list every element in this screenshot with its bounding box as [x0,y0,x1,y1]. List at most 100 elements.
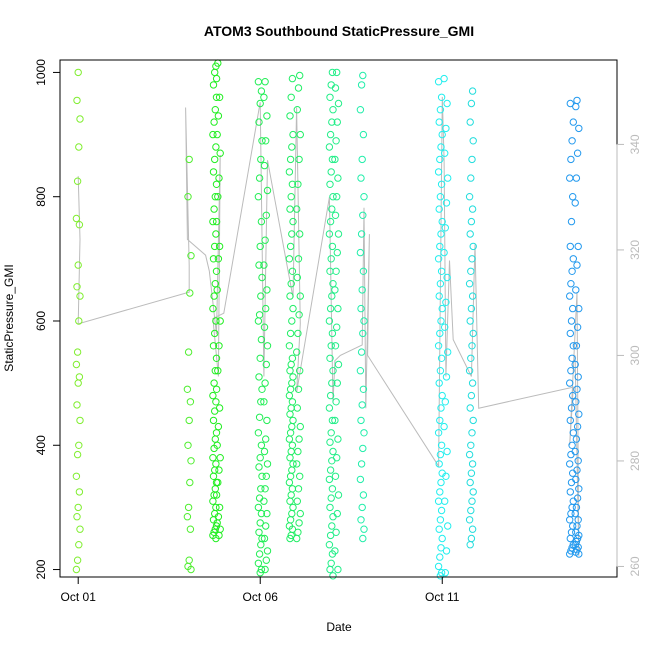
x-tick-label: Oct 06 [243,590,279,604]
data-point [262,472,270,480]
data-point [286,112,294,120]
data-point [443,99,451,108]
data-point [356,106,365,114]
data-point [467,391,476,400]
data-point [441,497,449,505]
data-point [185,155,193,164]
data-point [212,491,221,499]
data-point [467,534,476,543]
data-point [567,317,576,325]
data-point [466,118,474,126]
data-point [566,99,574,108]
data-point [258,137,266,145]
data-point [437,317,445,325]
data-point [436,106,445,114]
data-point [436,242,444,251]
data-point [440,422,448,431]
data-point [328,329,337,338]
data-point [567,217,576,226]
data-point [569,193,577,201]
data-point [258,472,266,480]
data-point [328,118,336,126]
data-point [329,572,337,580]
data-point [256,242,264,251]
data-point [326,438,334,446]
data-point [261,236,269,244]
data-point [255,174,264,182]
data-point [216,149,224,157]
data-point [211,329,219,338]
data-point [437,230,445,238]
data-point [185,556,193,564]
data-point [293,273,301,282]
data-point [183,513,192,521]
data-point [212,230,220,238]
data-point [209,416,218,425]
data-point [469,416,477,425]
data-point [216,317,224,325]
data-point [438,130,446,139]
data-point [263,112,271,120]
data-point [294,180,302,189]
series-15 [571,96,583,558]
data-point [184,503,193,512]
data-point [294,84,303,92]
data-point [437,569,446,577]
data-point [333,379,341,387]
data-point [574,457,582,465]
data-point [468,379,477,387]
data-point [296,71,304,80]
data-point [359,130,368,139]
data-point [260,161,269,170]
data-point [72,214,81,223]
data-point [73,283,81,291]
data-point [263,342,272,350]
data-point [213,441,221,449]
data-point [358,503,366,512]
data-point [261,78,269,86]
data-point [73,96,81,105]
data-point [436,280,445,288]
data-point [571,447,579,456]
data-point [214,367,222,375]
series-1 [183,155,195,574]
data-point [435,460,443,468]
data-point [288,230,296,238]
data-point [211,155,219,164]
data-point [333,118,341,126]
data-point [75,143,83,151]
data-point [261,565,269,574]
data-point [185,416,193,425]
data-point [326,503,334,512]
data-point [359,444,367,453]
data-point [572,435,581,443]
data-point [467,304,476,313]
data-point [569,429,577,437]
data-point [288,180,297,189]
data-point [73,348,82,356]
data-point [187,252,195,260]
data-point [357,460,366,468]
data-point [262,137,270,145]
data-point [287,93,295,102]
data-point [436,553,444,561]
data-point [326,217,335,226]
data-point [328,205,336,213]
data-point [334,99,343,108]
data-point [468,460,477,468]
data-point [296,130,304,139]
data-point [263,509,271,518]
data-point [210,205,218,213]
series-10 [356,71,368,543]
data-point [359,267,368,275]
data-point [286,155,295,164]
series-9 [331,68,343,574]
data-point [465,367,474,375]
data-point [331,286,339,294]
data-point [212,180,221,189]
data-point [359,385,368,393]
data-point [334,435,342,443]
data-point [442,472,450,480]
data-point [211,106,220,114]
data-point [212,217,221,226]
